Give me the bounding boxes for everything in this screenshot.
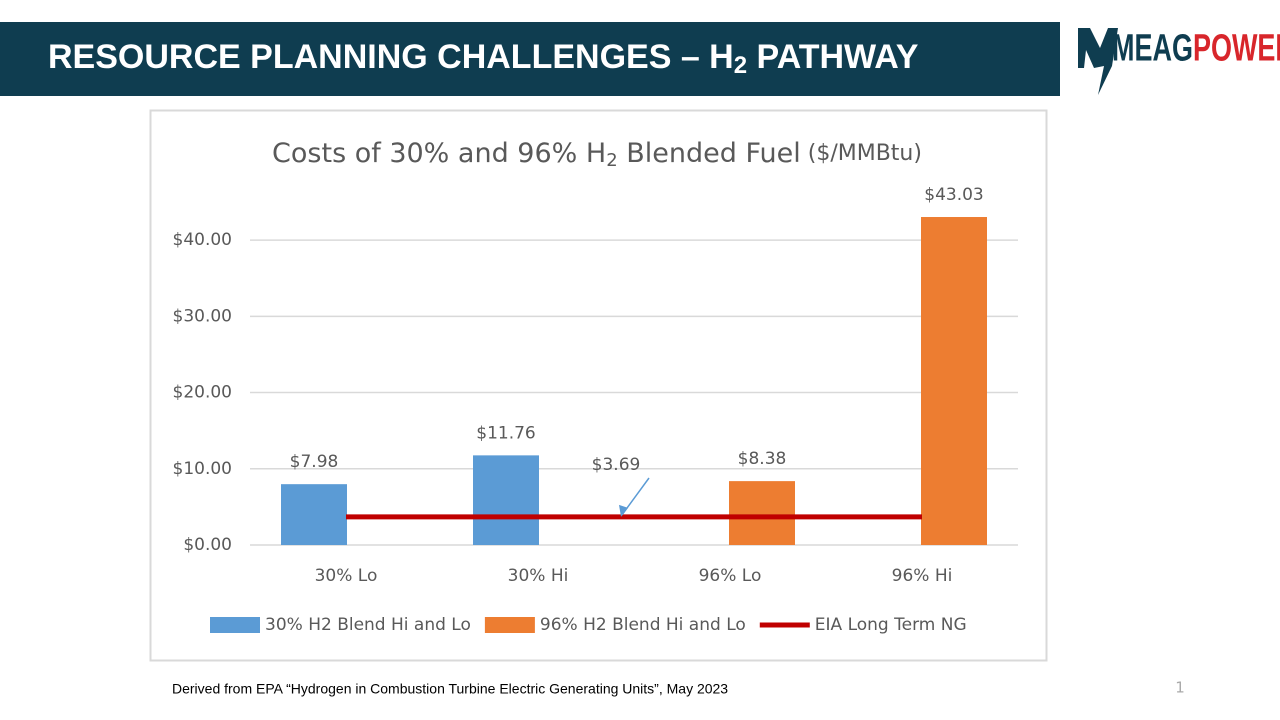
chart-title-units: ($/MMBtu) <box>801 141 922 166</box>
legend-label: 30% H2 Blend Hi and Lo <box>265 615 471 635</box>
header-bar <box>0 22 1060 96</box>
data-label: $43.03 <box>924 185 983 205</box>
chart-title-end: Blended Fuel <box>618 138 801 169</box>
logo-part2: POWER <box>1193 26 1280 69</box>
logo-text: MEAGPOWER <box>1112 26 1280 69</box>
data-label: $8.38 <box>738 449 787 469</box>
x-tick-label: 96% Lo <box>699 566 762 586</box>
chart-title-sub: 2 <box>606 150 617 171</box>
data-label: $7.98 <box>290 452 339 472</box>
header-title-main: RESOURCE PLANNING CHALLENGES – H <box>48 38 734 76</box>
bar <box>729 481 795 545</box>
chart-title: Costs of 30% and 96% H2 Blended Fuel ($/… <box>272 138 922 172</box>
legend-swatch <box>210 617 260 633</box>
y-tick-label: $20.00 <box>173 383 232 403</box>
header-title-end: PATHWAY <box>747 38 919 76</box>
y-tick-label: $0.00 <box>183 535 232 555</box>
annotation-arrowhead <box>619 504 628 517</box>
logo-part1: MEAG <box>1112 26 1193 69</box>
bar <box>921 217 987 545</box>
footnote: Derived from EPA “Hydrogen in Combustion… <box>172 681 728 697</box>
legend-label: EIA Long Term NG <box>815 615 967 635</box>
bar <box>473 455 539 545</box>
legend-label: 96% H2 Blend Hi and Lo <box>540 615 746 635</box>
data-label: $11.76 <box>476 423 535 443</box>
header-title-sub: 2 <box>734 52 747 79</box>
chart-title-main: Costs of 30% and 96% H <box>272 138 606 169</box>
x-tick-label: 30% Lo <box>315 566 378 586</box>
x-tick-label: 30% Hi <box>508 566 569 586</box>
chart-frame <box>149 109 1048 662</box>
y-tick-label: $10.00 <box>173 459 232 479</box>
logo-mark <box>1078 28 1118 95</box>
bar <box>281 484 347 545</box>
x-tick-label: 96% Hi <box>892 566 953 586</box>
header-title: RESOURCE PLANNING CHALLENGES – H2 PATHWA… <box>48 38 919 79</box>
y-tick-label: $40.00 <box>173 230 232 250</box>
annotation: $3.69 <box>592 455 641 475</box>
y-tick-label: $30.00 <box>173 306 232 326</box>
page-number: 1 <box>1175 679 1185 697</box>
legend-swatch <box>484 617 535 633</box>
